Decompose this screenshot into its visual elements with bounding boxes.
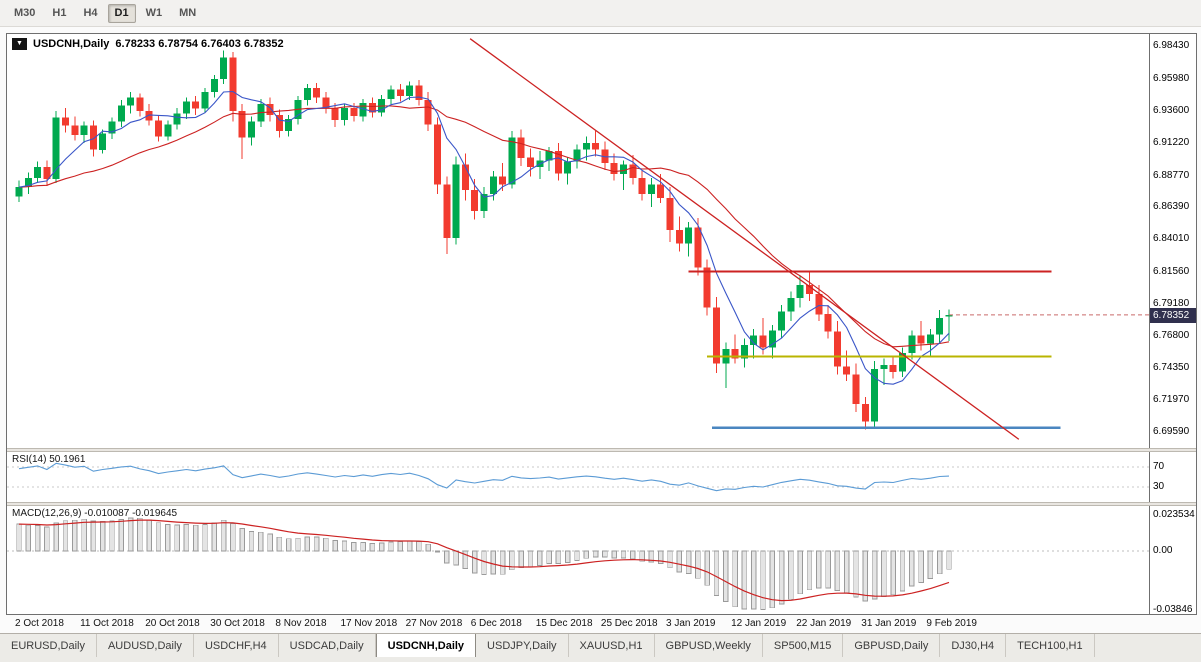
chart-tab-sp500-m15[interactable]: SP500,M15 (763, 634, 844, 657)
chart-tab-gbpusd-daily[interactable]: GBPUSD,Daily (843, 634, 941, 657)
timeframe-toolbar: M30 H1 H4 D1 W1 MN (0, 0, 1201, 27)
price-axis-label: 6.88770 (1153, 169, 1190, 181)
price-axis-label: 6.91220 (1153, 136, 1190, 148)
macd-scale-label: -0.03846 (1153, 603, 1193, 614)
time-axis-label: 6 Dec 2018 (470, 618, 522, 629)
time-axis-label: 15 Dec 2018 (535, 618, 593, 629)
price-axis-label: 6.98430 (1153, 40, 1190, 52)
price-axis-label: 6.69590 (1153, 426, 1190, 438)
price-axis[interactable]: 6.78352 6.98430 6.95980 6.93600 6.91220 6.88… (1149, 34, 1196, 448)
time-axis-label: 25 Dec 2018 (600, 618, 658, 629)
price-axis-label: 6.93600 (1153, 104, 1190, 116)
macd-canvas[interactable] (7, 506, 1149, 614)
time-axis-label: 11 Oct 2018 (80, 618, 134, 629)
timeframe-button-h4[interactable]: H4 (83, 6, 98, 19)
rsi-label: RSI(14) 50.1961 (12, 454, 86, 465)
price-axis-label: 6.79180 (1153, 297, 1190, 309)
rsi-level-label: 70 (1153, 461, 1165, 472)
macd-scale-label: 0.00 (1153, 545, 1173, 556)
time-axis-label: 27 Nov 2018 (405, 618, 463, 629)
rsi-plot[interactable]: RSI(14) 50.1961 (7, 452, 1149, 502)
time-axis-label: 22 Jan 2019 (796, 618, 852, 629)
chart-tab-xauusd-h1[interactable]: XAUUSD,H1 (569, 634, 655, 657)
chart-tab-usdjpy-daily[interactable]: USDJPY,Daily (476, 634, 569, 657)
rsi-canvas[interactable] (7, 452, 1149, 502)
main-chart-panel: ▼ USDCNH,Daily 6.78233 6.78754 6.76403 6… (7, 34, 1196, 448)
macd-label: MACD(12,26,9) -0.010087 -0.019645 (12, 508, 178, 519)
chart-tabs: EURUSD,Daily AUDUSD,Daily USDCHF,H4 USDCAD,… (0, 633, 1201, 657)
rsi-panel: RSI(14) 50.1961 70 30 (7, 452, 1196, 502)
chart-tab-usdcnh-daily[interactable]: USDCNH,Daily (375, 634, 477, 657)
time-axis-label: 31 Jan 2019 (861, 618, 917, 629)
time-axis-label: 2 Oct 2018 (15, 618, 64, 629)
time-axis[interactable]: 2 Oct 2018 11 Oct 2018 20 Oct 2018 30 Oct 2… (7, 615, 1149, 633)
timeframe-button-m30[interactable]: M30 (14, 6, 36, 19)
time-axis-label: 9 Feb 2019 (926, 618, 977, 629)
price-axis-label: 6.71970 (1153, 394, 1190, 406)
chart-menu-icon[interactable]: ▼ (12, 38, 27, 50)
chart-tab-tech100-h1[interactable]: TECH100,H1 (1006, 634, 1095, 657)
timeframe-button-d1[interactable]: D1 (107, 3, 136, 23)
time-axis-label: 12 Jan 2019 (731, 618, 787, 629)
chart-ohlc-values: 6.78233 6.78754 6.76403 6.78352 (115, 38, 284, 50)
status-strip (0, 657, 1201, 662)
time-axis-label: 8 Nov 2018 (275, 618, 327, 629)
price-axis-label: 6.84010 (1153, 233, 1190, 245)
candlestick-canvas[interactable] (7, 34, 1149, 448)
price-axis-label: 6.86390 (1153, 201, 1190, 213)
macd-axis[interactable]: 0.023534 0.00 -0.03846 (1149, 506, 1196, 614)
chart-tab-usdcad-daily[interactable]: USDCAD,Daily (279, 634, 376, 657)
rsi-level-label: 30 (1153, 481, 1165, 492)
timeframe-button-h1[interactable]: H1 (52, 6, 67, 19)
time-axis-label: 17 Nov 2018 (340, 618, 398, 629)
chart-title: ▼ USDCNH,Daily 6.78233 6.78754 6.76403 6… (12, 38, 284, 50)
main-chart-plot[interactable]: ▼ USDCNH,Daily 6.78233 6.78754 6.76403 6… (7, 34, 1149, 448)
chart-symbol-label: USDCNH,Daily (33, 38, 110, 50)
macd-panel: MACD(12,26,9) -0.010087 -0.019645 0.0235… (7, 506, 1196, 614)
chart-tab-eurusd-daily[interactable]: EURUSD,Daily (0, 634, 97, 657)
price-axis-label: 6.76800 (1153, 329, 1190, 341)
rsi-axis[interactable]: 70 30 (1149, 452, 1196, 502)
price-axis-label: 6.81560 (1153, 266, 1190, 277)
timeframe-button-w1[interactable]: W1 (145, 6, 163, 19)
time-axis-label: 20 Oct 2018 (145, 618, 200, 629)
macd-plot[interactable]: MACD(12,26,9) -0.010087 -0.019645 (7, 506, 1149, 614)
chart-tab-audusd-daily[interactable]: AUDUSD,Daily (97, 634, 194, 657)
time-axis-label: 3 Jan 2019 (666, 618, 716, 629)
timeframe-button-mn[interactable]: MN (179, 6, 197, 19)
panel-splitter[interactable] (7, 502, 1196, 506)
macd-scale-label: 0.023534 (1153, 509, 1195, 520)
time-axis-label: 30 Oct 2018 (210, 618, 265, 629)
price-axis-label: 6.95980 (1153, 73, 1190, 85)
chart-tab-dj30-h4[interactable]: DJ30,H4 (940, 634, 1007, 657)
current-price-badge: 6.78352 (1150, 307, 1196, 323)
chart-window: ▼ USDCNH,Daily 6.78233 6.78754 6.76403 6… (6, 33, 1197, 615)
price-axis-label: 6.74350 (1153, 362, 1190, 374)
panel-splitter[interactable] (7, 448, 1196, 452)
chart-tab-gbpusd-weekly[interactable]: GBPUSD,Weekly (655, 634, 763, 657)
chart-tab-usdchf-h4[interactable]: USDCHF,H4 (194, 634, 279, 657)
